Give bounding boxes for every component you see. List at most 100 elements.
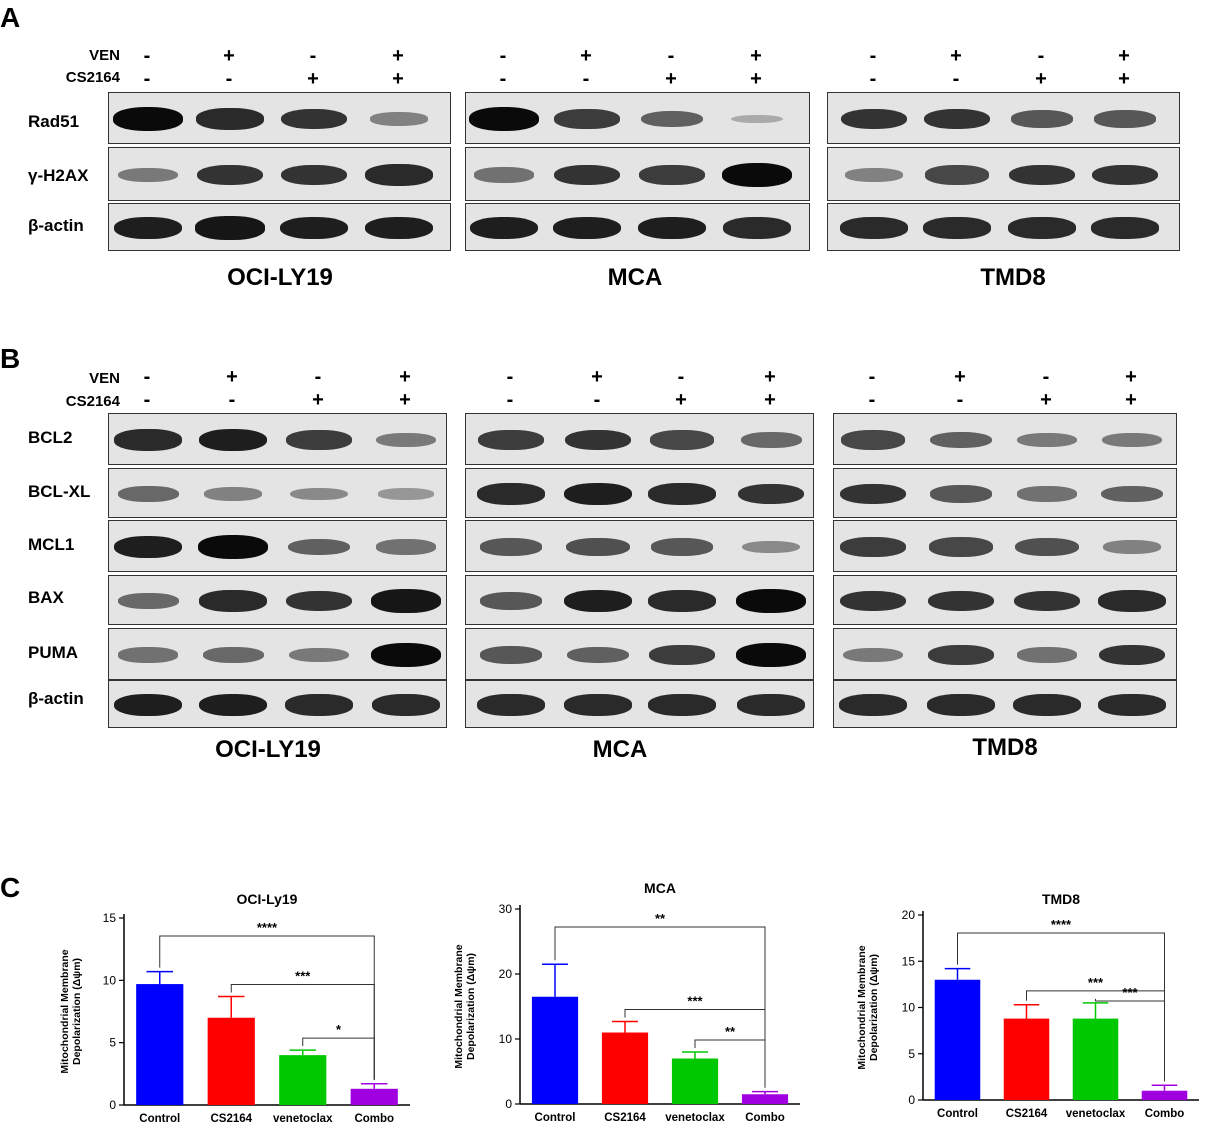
- y-tick-label: 10: [103, 973, 117, 987]
- blot-strip: [833, 520, 1177, 572]
- significance-bracket: [230, 984, 375, 1080]
- bar-control: [136, 984, 184, 1105]
- significance-label: **: [655, 911, 666, 926]
- chart-title: OCI-Ly19: [237, 891, 298, 907]
- blot-band: [929, 485, 993, 503]
- blot-band: [1016, 647, 1078, 663]
- panel-letter-b: B: [0, 343, 21, 374]
- blot-band: [927, 590, 995, 612]
- y-axis-label: Mitochondrial MembraneDepolarization (Δψ…: [453, 944, 477, 1068]
- chart-mca: MCA Mitochondrial MembraneDepolarization …: [453, 880, 800, 1124]
- blot-band: [553, 164, 621, 186]
- blot-strip: [465, 520, 814, 572]
- blot-band: [289, 647, 349, 663]
- blot-band: [479, 592, 543, 610]
- blot-band: [118, 167, 178, 183]
- x-tick-label: Control: [139, 1113, 180, 1125]
- y-tick-label: 10: [499, 1032, 513, 1046]
- treatment-sign-cs2164-g2-lane0: -: [869, 68, 877, 90]
- treatment-sign-ven-g1-lane1: +: [580, 45, 592, 67]
- treatment-label-ven-b: VEN: [89, 370, 120, 387]
- significance-label: **: [725, 1024, 736, 1039]
- blot-band: [473, 167, 535, 183]
- blot-band: [1098, 590, 1166, 612]
- row-label-beta-actin-a: β-actin: [28, 216, 84, 235]
- blot-band: [114, 429, 182, 451]
- significance-bracket: [302, 1037, 375, 1080]
- blot-strip: [108, 575, 447, 625]
- significance-label: ****: [257, 920, 278, 935]
- treatment-sign-cs2164-g0-lane0: -: [143, 68, 151, 90]
- blot-band: [924, 165, 990, 185]
- blot-band: [923, 217, 991, 239]
- significance-bracket: [1095, 998, 1165, 1082]
- treatment-sign-ven-g2-lane3: +: [1125, 366, 1137, 388]
- treatment-sign-cs2164-g1-lane3: +: [764, 389, 776, 411]
- significance-label: ***: [1122, 985, 1138, 1000]
- blot-band: [290, 487, 348, 501]
- blot-band: [477, 483, 545, 505]
- blot-band: [564, 694, 632, 716]
- treatment-sign-ven-g1-lane3: +: [750, 45, 762, 67]
- blot-band: [1101, 485, 1163, 503]
- blot-band: [736, 643, 806, 667]
- treatment-sign-ven-g2-lane1: +: [954, 366, 966, 388]
- blot-band: [288, 538, 350, 556]
- chart-title: MCA: [644, 880, 676, 896]
- cell-line-label-ocily19-a: OCI-LY19: [227, 264, 333, 291]
- blot-strip: [108, 628, 447, 680]
- blot-band: [554, 109, 620, 129]
- blot-strip: [827, 147, 1180, 201]
- treatment-sign-ven-g1-lane2: -: [677, 366, 685, 388]
- blot-band: [195, 216, 265, 240]
- blot-band: [113, 216, 183, 240]
- blot-band: [844, 168, 904, 182]
- y-tick-label: 10: [902, 1001, 916, 1015]
- blot-band: [202, 647, 264, 663]
- x-tick-label: venetoclax: [1066, 1108, 1126, 1120]
- treatment-sign-ven-g2-lane0: -: [869, 45, 877, 67]
- row-label-gamma-h2ax: γ-H2AX: [28, 166, 89, 185]
- blot-band: [285, 590, 353, 612]
- treatment-sign-ven-g1-lane1: +: [591, 366, 603, 388]
- blot-band: [365, 164, 433, 186]
- blot-band: [564, 429, 632, 451]
- blot-band: [927, 694, 995, 716]
- blot-strip: [108, 92, 451, 144]
- significance-label: ****: [1051, 917, 1072, 932]
- y-axis-label: Mitochondrial MembraneDepolarization (Δψ…: [856, 945, 880, 1069]
- y-axis-label: Mitochondrial MembraneDepolarization (Δψ…: [59, 949, 83, 1073]
- blot-band: [113, 107, 183, 131]
- blot-band: [198, 535, 268, 559]
- blot-band: [1008, 217, 1076, 239]
- panel-letter-a: A: [0, 2, 21, 33]
- x-tick-label: CS2164: [1006, 1108, 1048, 1120]
- blot-band: [372, 694, 440, 716]
- blot-band: [198, 693, 268, 717]
- blot-strip: [465, 575, 814, 625]
- blot-strip: [108, 203, 451, 251]
- blot-band: [113, 693, 183, 717]
- blot-strip: [108, 520, 447, 572]
- y-tick-label: 30: [499, 902, 513, 916]
- blot-band: [928, 537, 994, 557]
- y-tick-label: 15: [103, 911, 117, 925]
- y-tick-label: 15: [902, 954, 916, 968]
- y-tick-label: 5: [109, 1036, 116, 1050]
- blot-band: [280, 164, 348, 186]
- blot-band: [648, 590, 716, 612]
- treatment-sign-cs2164-g2-lane0: -: [868, 389, 876, 411]
- treatment-sign-cs2164-g0-lane1: -: [225, 68, 233, 90]
- treatment-sign-cs2164-g0-lane1: -: [228, 389, 236, 411]
- treatment-sign-cs2164-g2-lane2: +: [1040, 389, 1052, 411]
- treatment-sign-ven-g1-lane0: -: [506, 366, 514, 388]
- blot-band: [737, 694, 805, 716]
- significance-label: *: [336, 1022, 342, 1037]
- bar-venetoclax: [1072, 1018, 1119, 1100]
- cell-line-label-mca-b: MCA: [592, 736, 648, 763]
- bar-venetoclax: [671, 1058, 719, 1104]
- blot-band: [839, 483, 907, 505]
- bar-venetoclax: [279, 1055, 327, 1105]
- row-label-bax: BAX: [28, 588, 64, 607]
- blot-band: [637, 216, 707, 240]
